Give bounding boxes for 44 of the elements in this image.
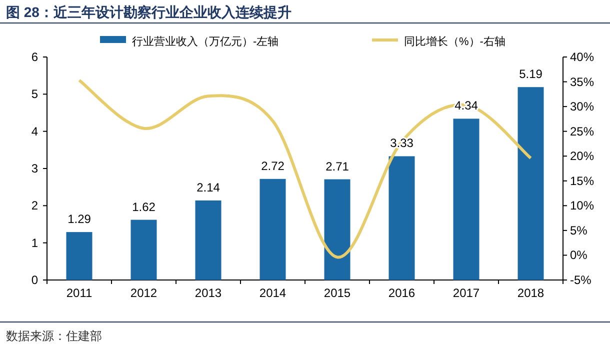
bar: [260, 178, 286, 280]
x-tick-label: 2011: [66, 286, 92, 300]
y-tick-label: 0: [31, 273, 38, 287]
source-note: 数据来源：住建部: [6, 329, 102, 343]
y2-tick-label: 10%: [570, 198, 594, 213]
title: 图 28：近三年设计勘察行业企业收入连续提升: [6, 4, 292, 20]
y2-tick-label: -5%: [570, 273, 592, 287]
y2-tick-label: 5%: [570, 223, 588, 238]
y-tick-label: 3: [31, 162, 38, 176]
x-tick-label: 2015: [324, 286, 351, 300]
x-tick-label: 2016: [388, 286, 416, 300]
bar: [388, 156, 415, 280]
y2-tick-label: 25%: [570, 124, 594, 138]
y-tick-label: 6: [31, 50, 38, 64]
bar: [66, 232, 92, 280]
y2-tick-label: 20%: [570, 149, 594, 164]
bar: [518, 87, 544, 280]
x-tick-label: 2012: [130, 286, 158, 300]
legend-label: 同比增长（%）-右轴: [404, 35, 506, 48]
y2-tick-label: 15%: [570, 174, 594, 188]
y-tick-label: 5: [31, 87, 38, 102]
x-tick-label: 2018: [517, 286, 544, 300]
data-label: 2.72: [261, 158, 285, 173]
y-tick-label: 1: [31, 236, 38, 250]
data-label: 5.19: [519, 67, 543, 82]
x-tick-label: 2014: [259, 286, 286, 300]
data-label: 2.14: [196, 180, 220, 194]
y-tick-label: 4: [31, 124, 38, 138]
bar: [195, 200, 222, 280]
bar: [130, 220, 157, 280]
legend-label: 行业营业收入（万亿元）-左轴: [132, 35, 279, 48]
x-tick-label: 2017: [452, 286, 480, 300]
y-tick-label: 2: [31, 198, 38, 213]
y2-tick-label: 30%: [570, 100, 594, 114]
y2-tick-label: 40%: [570, 50, 594, 64]
x-tick-label: 2013: [194, 286, 222, 300]
bar: [453, 118, 480, 280]
data-label: 2.71: [326, 159, 350, 174]
data-label: 1.29: [68, 212, 92, 226]
bar: [324, 179, 350, 280]
y2-tick-label: 35%: [570, 74, 594, 89]
data-label: 1.62: [132, 200, 156, 214]
y2-tick-label: 0%: [570, 248, 588, 262]
data-label: 4.34: [454, 98, 478, 113]
